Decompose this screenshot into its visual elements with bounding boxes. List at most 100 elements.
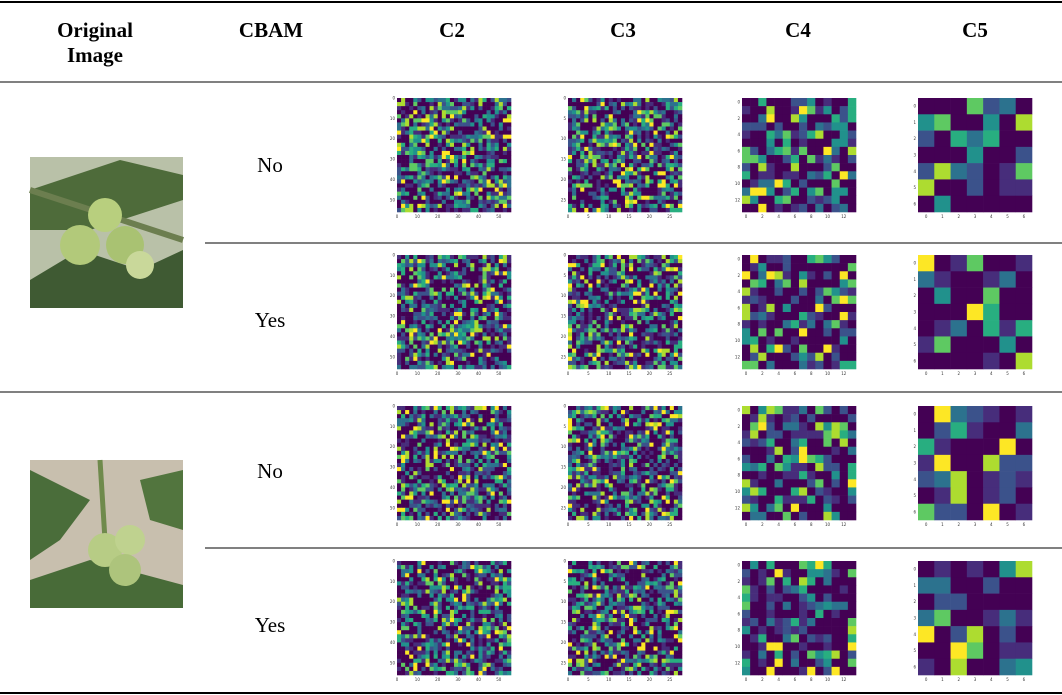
heatmap-cell bbox=[654, 447, 658, 451]
heatmap-cell bbox=[637, 406, 641, 410]
heatmap-cell bbox=[438, 410, 442, 414]
heatmap-cell bbox=[609, 332, 613, 336]
heatmap-cell bbox=[417, 455, 421, 459]
heatmap-cell bbox=[483, 192, 487, 196]
heatmap-cell bbox=[397, 114, 401, 118]
heatmap-cell bbox=[478, 106, 482, 110]
heatmap-cell bbox=[666, 455, 670, 459]
heatmap-cell bbox=[848, 271, 856, 279]
heatmap-cell bbox=[588, 200, 592, 204]
heatmap-cell bbox=[658, 102, 662, 106]
heatmap-cell bbox=[775, 279, 783, 287]
heatmap-cell bbox=[507, 471, 511, 475]
heatmap-cell bbox=[592, 127, 596, 131]
heatmap-cell bbox=[791, 263, 799, 271]
heatmap-cell bbox=[413, 328, 417, 332]
heatmap-cell bbox=[438, 492, 442, 496]
heatmap-cell bbox=[446, 349, 450, 353]
heatmap-cell bbox=[409, 447, 413, 451]
heatmap-cell bbox=[658, 324, 662, 328]
heatmap-cell bbox=[503, 114, 507, 118]
heatmap-cell bbox=[605, 296, 609, 300]
heatmap-cell bbox=[454, 188, 458, 192]
heatmap-cell bbox=[474, 496, 478, 500]
heatmap-cell bbox=[438, 184, 442, 188]
heatmap-cell bbox=[666, 365, 670, 369]
heatmap-cell bbox=[601, 312, 605, 316]
heatmap-cell bbox=[507, 353, 511, 357]
heatmap-cell bbox=[421, 516, 425, 520]
heatmap-cell bbox=[438, 147, 442, 151]
heatmap: 00112233445566 bbox=[913, 255, 1032, 376]
heatmap-cell bbox=[450, 467, 454, 471]
heatmap-cell bbox=[625, 292, 629, 296]
heatmap-cell bbox=[580, 467, 584, 471]
heatmap-cell bbox=[421, 328, 425, 332]
heatmap-cell bbox=[413, 143, 417, 147]
heatmap-cell bbox=[649, 102, 653, 106]
heatmap-cell bbox=[641, 259, 645, 263]
heatmap-cell bbox=[462, 118, 466, 122]
heatmap-cell bbox=[609, 102, 613, 106]
heatmap-cell bbox=[397, 304, 401, 308]
heatmap-cell bbox=[450, 279, 454, 283]
heatmap-cell bbox=[491, 512, 495, 516]
heatmap-cell bbox=[742, 304, 750, 312]
heatmap-cell bbox=[483, 159, 487, 163]
heatmap-cell bbox=[670, 300, 674, 304]
heatmap-cell bbox=[426, 512, 430, 516]
heatmap-cell bbox=[487, 361, 491, 365]
heatmap-cell bbox=[621, 365, 625, 369]
heatmap-cell bbox=[576, 171, 580, 175]
heatmap-cell bbox=[450, 151, 454, 155]
heatmap-cell bbox=[397, 471, 401, 475]
heatmap-cell bbox=[621, 127, 625, 131]
heatmap-cell bbox=[572, 204, 576, 208]
heatmap-cell bbox=[588, 312, 592, 316]
heatmap-cell bbox=[499, 139, 503, 143]
heatmap-cell bbox=[446, 102, 450, 106]
heatmap-cell bbox=[430, 418, 434, 422]
heatmap-cell bbox=[621, 114, 625, 118]
heatmap-cell bbox=[417, 345, 421, 349]
heatmap-cell bbox=[621, 308, 625, 312]
heatmap-cell bbox=[487, 102, 491, 106]
heatmap-cell bbox=[462, 255, 466, 259]
heatmap-cell bbox=[621, 155, 625, 159]
heatmap-cell bbox=[446, 171, 450, 175]
heatmap-cell bbox=[503, 422, 507, 426]
heatmap-cell bbox=[654, 357, 658, 361]
heatmap-cell bbox=[605, 275, 609, 279]
heatmap-cell bbox=[613, 422, 617, 426]
heatmap-cell bbox=[462, 304, 466, 308]
heatmap-cell bbox=[454, 167, 458, 171]
heatmap-cell bbox=[430, 118, 434, 122]
heatmap-cell bbox=[401, 320, 405, 324]
heatmap-cell bbox=[450, 175, 454, 179]
heatmap-cell bbox=[584, 122, 588, 126]
heatmap-cell bbox=[666, 349, 670, 353]
heatmap-cell bbox=[662, 410, 666, 414]
heatmap-cell bbox=[499, 479, 503, 483]
heatmap-cell bbox=[742, 288, 750, 296]
heatmap-cell bbox=[807, 163, 815, 171]
heatmap-cell bbox=[629, 410, 633, 414]
heatmap-cell bbox=[637, 341, 641, 345]
heatmap-cell bbox=[450, 192, 454, 196]
heatmap-cell bbox=[446, 288, 450, 292]
heatmap-cell bbox=[450, 365, 454, 369]
heatmap-cell bbox=[503, 430, 507, 434]
heatmap-cell bbox=[613, 324, 617, 328]
heatmap-cell bbox=[434, 443, 438, 447]
heatmap-cell bbox=[446, 118, 450, 122]
heatmap-cell bbox=[601, 332, 605, 336]
heatmap-cell bbox=[670, 324, 674, 328]
heatmap-cell bbox=[495, 98, 499, 102]
heatmap-cell bbox=[507, 365, 511, 369]
heatmap-cell bbox=[442, 147, 446, 151]
heatmap-cell bbox=[592, 336, 596, 340]
heatmap-cell bbox=[454, 98, 458, 102]
heatmap-cell bbox=[454, 288, 458, 292]
heatmap-cell bbox=[742, 204, 750, 212]
x-tick-label: 5 bbox=[1006, 214, 1009, 219]
